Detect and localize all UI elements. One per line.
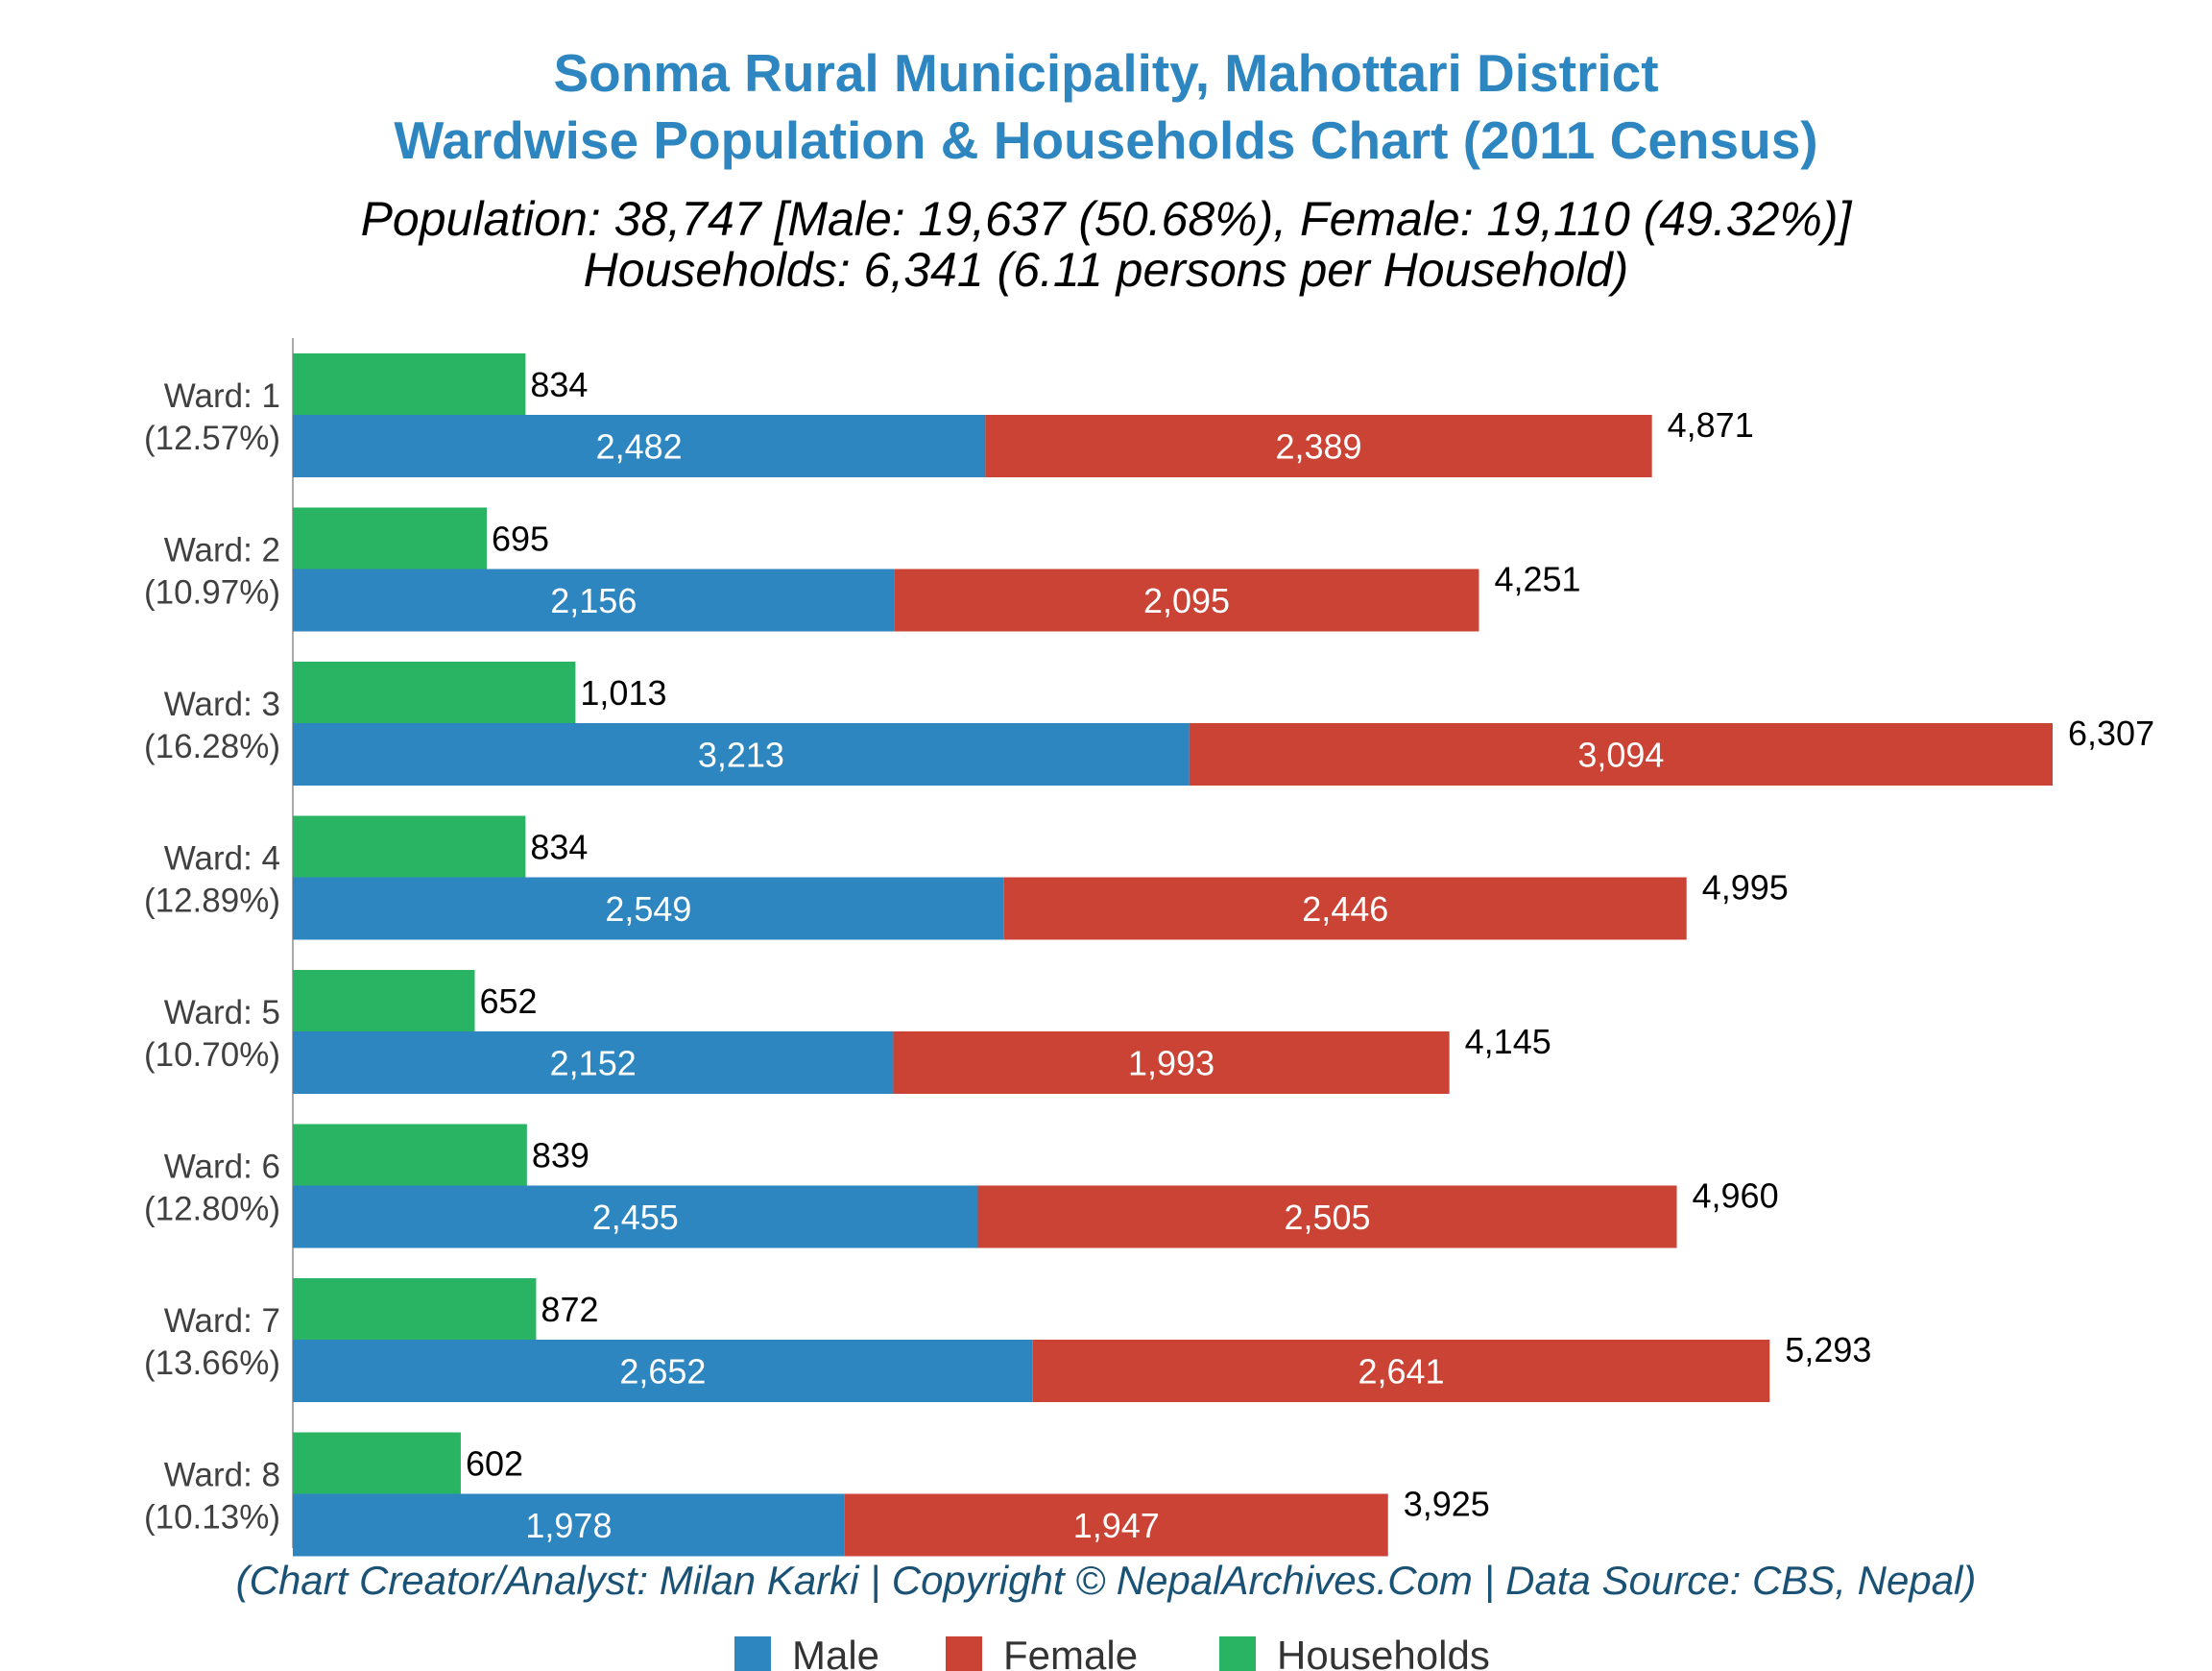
category-share-label: (10.97%) xyxy=(144,574,280,612)
category-share-label: (12.80%) xyxy=(144,1191,280,1228)
category-share-label: (16.28%) xyxy=(144,728,280,765)
households-label: 872 xyxy=(541,1290,598,1329)
chart-subtitle: Population: 38,747 [Male: 19,637 (50.68%… xyxy=(361,192,1853,246)
households-bar xyxy=(293,815,526,878)
chart-title: Sonma Rural Municipality, Mahottari Dist… xyxy=(553,43,1658,103)
male-bar xyxy=(293,569,895,632)
category-share-label: (10.70%) xyxy=(144,1036,280,1074)
legend-label-male: Male xyxy=(792,1633,879,1671)
households-bar xyxy=(293,507,487,569)
male-bar xyxy=(293,723,1190,786)
male-label: 2,652 xyxy=(619,1352,706,1392)
total-label: 4,251 xyxy=(1494,560,1580,599)
female-bar xyxy=(894,569,1479,632)
male-bar xyxy=(293,415,986,477)
category-share-label: (10.13%) xyxy=(144,1499,280,1537)
households-label: 834 xyxy=(530,828,588,867)
households-label: 695 xyxy=(492,520,549,559)
female-bar xyxy=(844,1493,1388,1557)
chart-subtitle-line2: Households: 6,341 (6.11 persons per Hous… xyxy=(584,243,1629,297)
households-label: 1,013 xyxy=(580,673,666,713)
category-label: Ward: 6 xyxy=(164,1149,280,1186)
male-label: 2,455 xyxy=(592,1198,679,1237)
female-bar xyxy=(1189,723,2053,786)
chart-title-line2: Wardwise Population & Households Chart (… xyxy=(394,110,1817,170)
female-bar xyxy=(1032,1340,1770,1402)
total-label: 4,960 xyxy=(1693,1176,1779,1216)
households-label: 839 xyxy=(532,1136,589,1175)
total-label: 3,925 xyxy=(1404,1485,1490,1524)
female-label: 2,641 xyxy=(1358,1352,1444,1392)
female-label: 1,993 xyxy=(1128,1044,1214,1083)
households-bar xyxy=(293,353,526,415)
legend-swatch-households xyxy=(1219,1636,1256,1671)
female-label: 2,389 xyxy=(1275,427,1361,467)
legend-label-female: Female xyxy=(1003,1633,1138,1671)
female-label: 2,505 xyxy=(1284,1198,1370,1237)
category-label: Ward: 8 xyxy=(164,1457,280,1494)
households-label: 602 xyxy=(466,1444,523,1484)
total-label: 5,293 xyxy=(1785,1330,1871,1369)
male-bar xyxy=(293,1340,1033,1402)
category-label: Ward: 2 xyxy=(164,532,280,569)
male-bar xyxy=(293,1031,894,1094)
male-label: 3,213 xyxy=(698,736,784,775)
category-share-label: (13.66%) xyxy=(144,1344,280,1382)
female-label: 1,947 xyxy=(1073,1506,1160,1545)
households-bar xyxy=(293,970,475,1031)
male-bar xyxy=(293,1185,978,1248)
male-label: 1,978 xyxy=(525,1506,612,1545)
total-label: 4,145 xyxy=(1465,1022,1551,1061)
female-bar xyxy=(985,415,1652,477)
chart-credit: (Chart Creator/Analyst: Milan Karki | Co… xyxy=(236,1558,1977,1604)
legend-swatch-female xyxy=(946,1636,982,1671)
category-share-label: (12.89%) xyxy=(144,883,280,920)
female-bar xyxy=(1003,877,1687,940)
female-bar xyxy=(977,1185,1677,1248)
female-label: 2,095 xyxy=(1143,581,1230,620)
households-bar xyxy=(293,1432,461,1494)
households-bar xyxy=(293,662,576,723)
category-share-label: (12.57%) xyxy=(144,420,280,457)
male-bar xyxy=(293,1493,845,1557)
legend-label-households: Households xyxy=(1277,1633,1490,1671)
male-label: 2,482 xyxy=(596,427,683,467)
male-label: 2,549 xyxy=(605,889,691,929)
female-label: 3,094 xyxy=(1577,736,1664,775)
total-label: 6,307 xyxy=(2068,714,2154,753)
legend: Male Female Households xyxy=(734,1633,1490,1671)
category-label: Ward: 5 xyxy=(164,994,280,1031)
households-label: 834 xyxy=(530,365,588,404)
households-bar xyxy=(293,1278,537,1340)
legend-swatch-male xyxy=(734,1636,771,1671)
category-label: Ward: 3 xyxy=(164,686,280,723)
households-bar xyxy=(293,1124,527,1186)
total-label: 4,871 xyxy=(1668,405,1754,445)
female-label: 2,446 xyxy=(1302,889,1388,929)
male-bar xyxy=(293,877,1004,940)
category-label: Ward: 4 xyxy=(164,840,280,878)
category-label: Ward: 1 xyxy=(164,377,280,415)
male-label: 2,152 xyxy=(550,1044,637,1083)
total-label: 4,995 xyxy=(1702,868,1789,908)
category-label: Ward: 7 xyxy=(164,1302,280,1340)
male-label: 2,156 xyxy=(550,581,637,620)
households-label: 652 xyxy=(479,981,537,1021)
female-bar xyxy=(893,1031,1450,1094)
